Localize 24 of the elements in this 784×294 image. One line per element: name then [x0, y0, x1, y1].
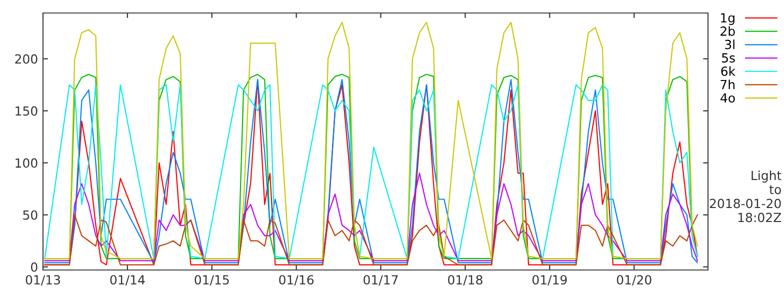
y-tick-label: 0	[31, 262, 38, 272]
legend-label: 3l	[725, 40, 734, 50]
x-tick-label: 01/20	[616, 275, 652, 286]
x-tick-label: 01/16	[279, 275, 314, 286]
x-tick-label: 01/14	[110, 275, 145, 286]
x-tick-label: 01/19	[532, 275, 567, 286]
line-series	[44, 172, 698, 262]
y-tick-label: 150	[16, 106, 38, 116]
legend-label: 6k	[721, 66, 736, 76]
text: Light to 2018-01-20 18:02Z	[710, 170, 782, 222]
y-tick-label: 100	[16, 158, 38, 168]
x-tick-label: 01/15	[194, 275, 229, 286]
x-tick-label: 01/18	[448, 275, 482, 286]
legend-label: 1g	[721, 13, 734, 25]
line-series	[44, 22, 698, 260]
legend-label: 4o	[720, 93, 735, 103]
y-tick-label: 50	[23, 210, 38, 220]
legend-label: 5s	[722, 53, 735, 63]
legend-label: 7h	[720, 80, 734, 90]
x-tick-label: 01/17	[364, 275, 398, 286]
line-series	[44, 214, 698, 266]
y-tick-label: 200	[15, 54, 38, 64]
legend-label: 2b	[720, 26, 735, 36]
x-tick-label: 01/13	[26, 275, 60, 286]
